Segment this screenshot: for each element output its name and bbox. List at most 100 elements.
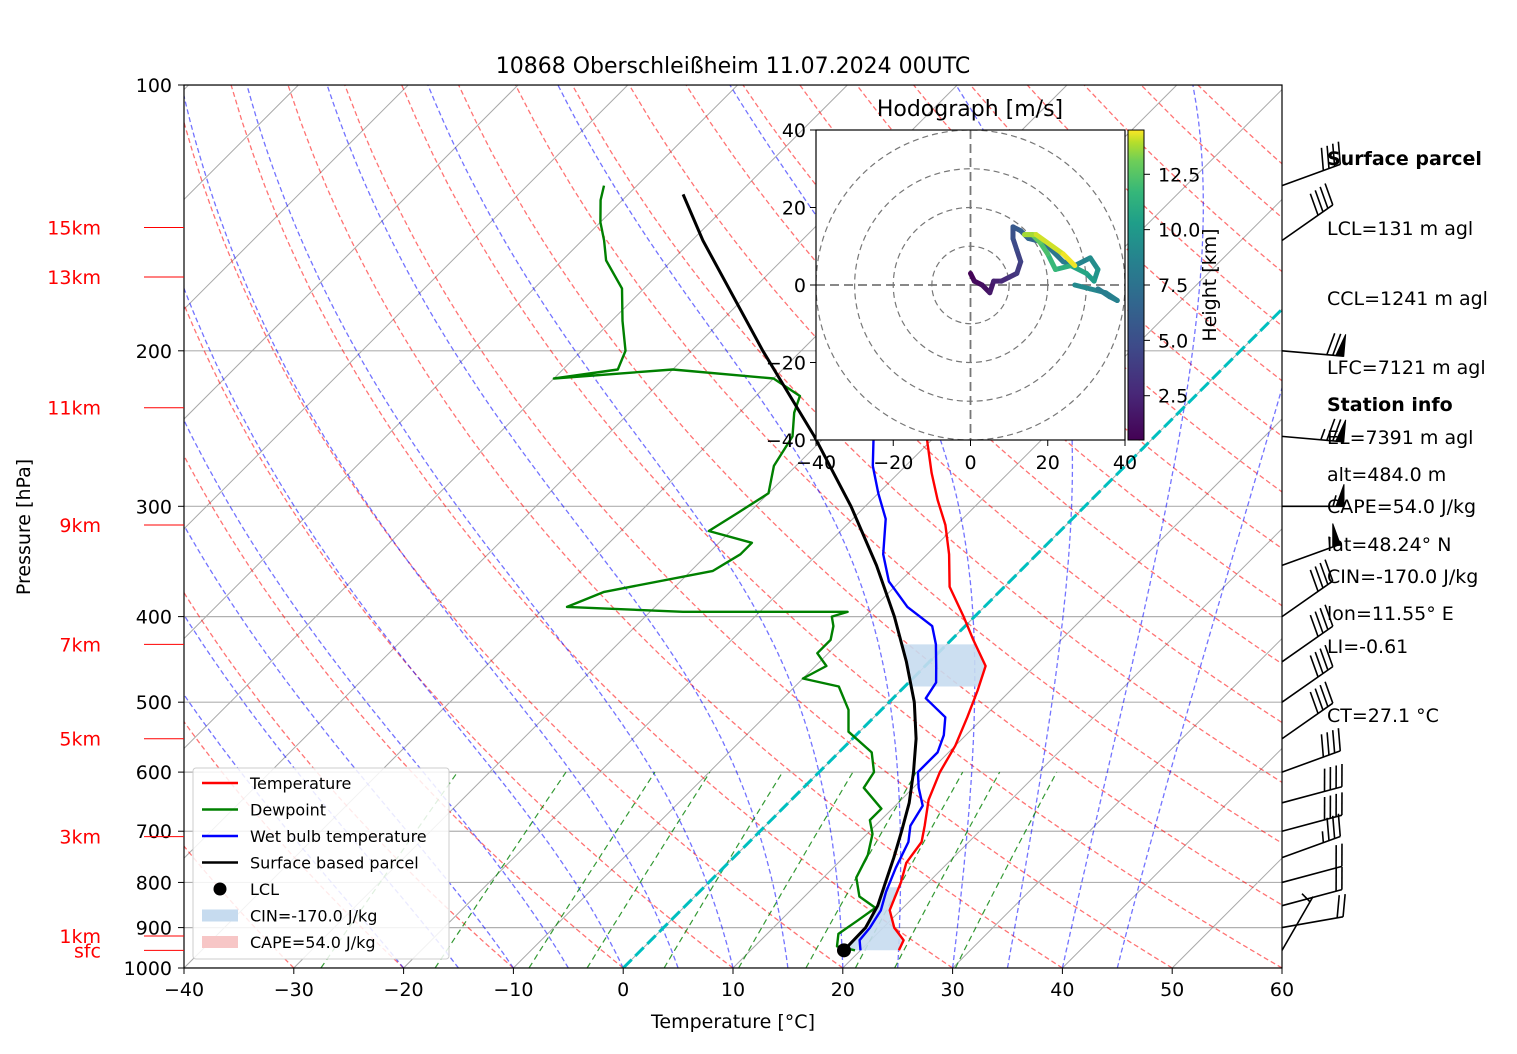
- hodograph-segment: [1049, 247, 1066, 265]
- wind-barb: [1281, 418, 1347, 443]
- barb-flag: [1324, 559, 1334, 582]
- barb-flag: [1337, 728, 1342, 751]
- hodograph-x-tick-label: 40: [1113, 452, 1137, 474]
- dry-adiabat: [344, 85, 1173, 968]
- legend-label: CAPE=54.0 J/kg: [250, 933, 376, 952]
- x-axis-label: Temperature [°C]: [650, 1011, 815, 1033]
- li-value: LI=-0.61: [1327, 635, 1409, 658]
- ccl-value: CCL=1241 m agl: [1327, 287, 1488, 310]
- barb-staff: [1281, 888, 1343, 907]
- dry-adiabat: [184, 120, 844, 968]
- barb-flag: [1326, 145, 1330, 169]
- hodograph-y-tick-label: −20: [766, 353, 806, 375]
- barb-flag: [1331, 815, 1336, 839]
- barb-flag: [1324, 681, 1334, 704]
- legend-label: Surface based parcel: [250, 854, 419, 873]
- barb-half: [1321, 831, 1325, 843]
- moist-adiabat: [427, 85, 844, 968]
- hodograph: −40−40 −20 −20 0 0 20 20 40 40 Hodograph [m/s] 2…: [766, 97, 1221, 474]
- barb-flag: [1331, 143, 1336, 167]
- hodograph-segment: [1095, 286, 1113, 300]
- x-tick-label: −40: [164, 979, 204, 1001]
- hodograph-segment: [1033, 232, 1066, 257]
- hodograph-x-tick-label: −40: [796, 452, 836, 474]
- moist-adiabat: [184, 93, 679, 968]
- barb-staff: [1281, 865, 1343, 884]
- hodograph-title: Hodograph [m/s]: [877, 97, 1063, 122]
- wind-barb: [1281, 559, 1334, 618]
- barb-pennant: [1335, 419, 1347, 443]
- legend-entry: CIN=-170.0 J/kg: [202, 907, 377, 926]
- height-label: 7km: [59, 634, 101, 656]
- barb-flag: [1314, 651, 1324, 674]
- legend-label: CIN=-170.0 J/kg: [250, 907, 377, 926]
- mixing-ratio-line: [528, 771, 656, 968]
- x-tick-label: 30: [941, 979, 965, 1001]
- barb-flag: [1320, 147, 1325, 171]
- y-tick-label: 900: [136, 918, 172, 940]
- barb-flag: [1332, 333, 1342, 356]
- moist-adiabat: [1061, 85, 1204, 968]
- wind-barb: [1281, 523, 1341, 567]
- barb-flag: [1326, 418, 1336, 441]
- y-tick-label: 200: [136, 341, 172, 363]
- legend-swatch: [202, 909, 238, 922]
- dry-adiabat: [184, 302, 734, 968]
- barb-flag: [1319, 607, 1329, 630]
- colorbar-tick-label: 10.0: [1158, 220, 1200, 242]
- height-label: sfc: [74, 940, 101, 962]
- legend-entry: Dewpoint: [202, 801, 326, 820]
- barb-flag: [1332, 419, 1342, 442]
- wind-barb: [1281, 604, 1334, 663]
- barb-pennant: [1335, 334, 1347, 357]
- barb-flag: [1336, 895, 1341, 918]
- barb-flag: [1331, 730, 1336, 754]
- mixing-ratio-line: [738, 771, 854, 968]
- lfc-value: LFC=7121 m agl: [1327, 357, 1486, 380]
- dry-adiabat: [287, 85, 1063, 968]
- colorbar-tick-label: 12.5: [1158, 164, 1200, 186]
- barb-staff: [1281, 625, 1334, 663]
- mixing-ratio-line: [805, 771, 917, 968]
- wind-barbs: [1281, 141, 1347, 951]
- isotherm: [184, 85, 629, 530]
- zero-isotherm: [622, 307, 1282, 968]
- legend-label: Dewpoint: [250, 801, 326, 820]
- dry-adiabat: [401, 85, 1282, 968]
- cape-cin-fills: [844, 644, 986, 951]
- barb-flag: [1309, 691, 1319, 714]
- barb-half: [1328, 536, 1331, 549]
- moist-adiabat: [326, 85, 789, 968]
- barb-flag: [1324, 604, 1334, 627]
- surface-parcel-heading: Surface parcel: [1327, 148, 1482, 171]
- wind-barb: [1281, 843, 1343, 884]
- axes: −40 −30 −20 −10 0 10 20 30 40 50 60100200300400500…: [47, 75, 1294, 1001]
- barb-flag: [1309, 614, 1319, 637]
- barb-flag: [1326, 817, 1330, 841]
- x-tick-label: 50: [1160, 979, 1184, 1001]
- surface-parcel-panel: Surface parcel LCL=131 m agl CCL=1241 m …: [1327, 102, 1488, 752]
- series-dewpoint: [552, 185, 883, 952]
- x-tick-label: 40: [1050, 979, 1074, 1001]
- legend-entry: CAPE=54.0 J/kg: [202, 933, 376, 952]
- wind-barb: [1281, 763, 1343, 804]
- x-tick-label: 20: [831, 979, 855, 1001]
- height-label: 3km: [59, 827, 101, 849]
- barb-staff: [1281, 580, 1334, 618]
- barb-flag: [1314, 688, 1324, 711]
- dry-adiabat: [230, 85, 953, 968]
- colorbar-tick-label: 7.5: [1158, 275, 1188, 297]
- y-tick-label: 300: [136, 496, 172, 518]
- wind-barb: [1281, 792, 1343, 832]
- barb-flag: [1314, 190, 1324, 213]
- wind-barb: [1281, 333, 1347, 358]
- barb-staff: [1281, 750, 1341, 773]
- barb-staff: [1281, 163, 1341, 187]
- moist-adiabat: [1116, 385, 1282, 968]
- wind-barb: [1281, 183, 1334, 242]
- isotherm: [184, 85, 409, 310]
- y-tick-label: 1000: [124, 958, 172, 980]
- wind-barb: [1281, 141, 1342, 187]
- colorbar-tick-label: 5.0: [1158, 330, 1188, 352]
- y-tick-label: 800: [136, 872, 172, 894]
